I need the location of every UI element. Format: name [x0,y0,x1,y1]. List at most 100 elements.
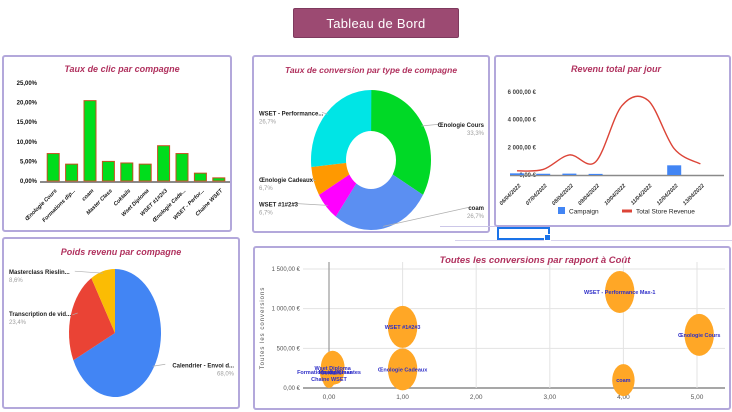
bubble-label: Formations diplomantes [297,370,361,376]
campaign-bar[interactable] [588,173,603,175]
chart-title-taux-de-clic: Taux de clic par compagne [64,64,179,74]
legend-label-campaign: Campaign [569,209,599,216]
bubble-label: Œnologie Cours [678,333,720,339]
bar[interactable] [138,163,152,182]
bar[interactable] [120,162,134,182]
y-tick-label: 10,00% [17,140,38,146]
bar[interactable] [46,153,60,182]
date-label: 11/04/2022 [630,183,653,206]
bar[interactable] [101,160,115,182]
bubble-label: Master Class [319,370,353,376]
bubble[interactable] [387,348,418,391]
x-category-label: coam [81,188,95,202]
leader-line [292,203,328,206]
date-label: 07/04/2022 [525,183,549,207]
panel-taux-de-conversion[interactable]: Taux de conversion par type de compagne … [252,55,490,233]
bubble-chart[interactable]: Toutes les conversions par rapport à Coû… [255,248,729,408]
slice-label: WSET #1#2#3 [259,202,299,208]
bubble[interactable] [612,364,635,397]
campaign-bar[interactable] [510,173,524,175]
bubble[interactable] [605,271,635,314]
leader-line [383,206,471,227]
bubble[interactable] [684,313,714,356]
slice-label: Masterclass Rieslin... [9,270,70,276]
y-tick-label: 1 500,00 € [272,267,301,273]
legend-swatch-revenue [622,209,632,213]
x-tick-label: 0,00 [323,394,336,401]
slice-percent: 26,7% [467,214,485,220]
panel-taux-de-clic[interactable]: Taux de clic par compagne 25,00% 20,00% 15… [2,55,232,232]
date-label: 13/04/2022 [682,183,706,207]
campaign-bar[interactable] [536,173,551,175]
x-tick-label: 3,00 [543,394,556,401]
fill-handle[interactable] [544,234,551,241]
campaign-bar[interactable] [562,173,577,175]
bar[interactable] [157,145,171,182]
bubble[interactable] [322,369,336,388]
pie-slice[interactable] [91,269,115,333]
x-category-label: Formations dip... [41,188,77,224]
x-category-label: Œnologie Cours [24,188,58,222]
bar[interactable] [193,172,207,182]
leader-line [321,111,329,115]
panel-conversions-vs-cout[interactable]: Toutes les conversions par rapport à Coû… [253,246,731,410]
bar[interactable] [83,100,97,182]
date-label: 09/04/2022 [577,183,601,207]
slice-percent: 68,0% [217,371,235,377]
pie-slice[interactable] [311,90,372,168]
selected-cell[interactable] [497,227,551,241]
dashboard-title: Tableau de Bord [326,15,426,31]
pie-slice[interactable] [371,90,431,195]
pie-slice[interactable] [311,162,350,195]
donut-chart[interactable]: Taux de conversion par type de compagne … [254,57,488,231]
slice-percent: 6,7% [259,210,273,216]
campaign-bar[interactable] [667,165,682,175]
y-tick-label: 5,00% [20,159,38,165]
bar[interactable] [175,153,189,182]
chart-title-poids-revenu: Poids revenu par compagne [61,247,182,257]
bar-chart[interactable]: Taux de clic par compagne 25,00% 20,00% 15… [4,57,230,230]
y-tick-label: 6 000,00 € [508,90,537,96]
slice-percent: 23,4% [9,320,27,326]
slice-label: Transcription de vid... [9,312,71,318]
dashboard-title-banner: Tableau de Bord [293,8,459,38]
y-tick-label: 15,00% [17,120,38,126]
date-label: 12/04/2022 [656,183,680,207]
leader-line [72,312,78,316]
y-tick-label: 20,00% [17,101,38,107]
panel-poids-revenu[interactable]: Poids revenu par compagne Calendrier - E… [2,237,240,409]
bubble-label: coam [616,378,630,384]
x-tick-label: 4,00 [617,394,630,401]
panel-revenu-par-jour[interactable]: Revenu total par jour 6 000,00 € 4 000,00… [494,55,731,227]
pie-slice[interactable] [318,174,357,217]
leader-line [421,123,442,127]
y-tick-label: 0,00 € [283,386,300,392]
pie-slice[interactable] [335,174,424,231]
leader-line [152,363,166,367]
legend-label-revenue: Total Store Revenue [636,209,695,216]
x-tick-label: 5,00 [691,394,704,401]
slice-label: coam [468,206,484,212]
bubble[interactable] [387,305,418,348]
bar[interactable] [65,163,79,182]
bubble-label: Wset Diploma [314,366,351,372]
y-tick-label: 0,00% [20,179,38,185]
pie-slice[interactable] [68,278,115,361]
legend-swatch-campaign [558,207,565,214]
line-chart[interactable]: Revenu total par jour 6 000,00 € 4 000,00… [496,57,729,225]
slice-percent: 33,3% [467,131,485,137]
x-tick-label: 2,00 [470,394,483,401]
y-axis-title: Toutes les conversions [260,287,266,370]
bubble-label: WSET - Performance Max-1 [584,290,656,296]
slice-percent: 6,7% [259,186,273,192]
pie-slice[interactable] [73,269,161,397]
bubble-label: Coktails [321,370,342,376]
revenue-line[interactable] [516,95,701,172]
y-tick-label: 25,00% [17,81,38,87]
x-tick-label: 1,00 [396,394,409,401]
pie-chart[interactable]: Poids revenu par compagne Calendrier - E… [4,239,238,407]
slice-percent: 8,6% [9,278,23,284]
sheet-gridline-row [440,226,496,227]
bar[interactable] [212,177,226,182]
